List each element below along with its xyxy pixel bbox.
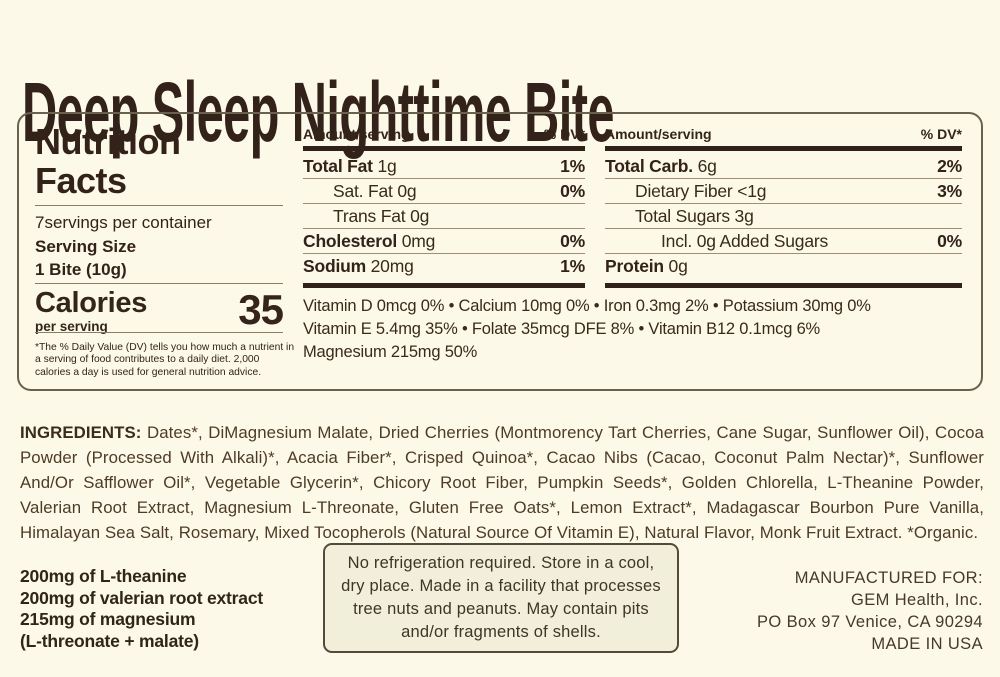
calories-value: 35: [238, 286, 284, 333]
nutrient-dv: 0%: [560, 180, 585, 201]
divider: [35, 332, 283, 333]
thick-bar: [605, 146, 962, 151]
fat-nutrients-table: Amount/serving % DV* Total Fat 1g 1% Sat…: [303, 126, 585, 288]
nutrient-dv: 0%: [937, 230, 962, 251]
ingredients-label: INGREDIENTS:: [20, 422, 142, 442]
manufacturer-info: MANUFACTURED FOR: GEM Health, Inc. PO Bo…: [757, 569, 983, 653]
nutrient-name: Protein: [605, 256, 664, 276]
amount-serving-header: Amount/serving: [303, 126, 410, 142]
calories-sub-label: per serving: [35, 319, 108, 334]
nutrient-amount: 1g: [372, 155, 397, 176]
servings-per-container: 7servings per container: [35, 213, 212, 232]
nutrient-row: Sat. Fat 0g 0%: [303, 179, 585, 204]
thick-bar: [303, 283, 585, 288]
divider: [35, 283, 283, 284]
nutrient-name: Total Carb.: [605, 155, 693, 176]
nutrient-name: Sodium: [303, 256, 366, 276]
amount-serving-header: Amount/serving: [605, 126, 712, 142]
nutrition-facts-heading: Nutrition Facts: [35, 121, 181, 201]
nutrient-name: Total Fat: [303, 155, 373, 176]
dv-header: % DV*: [920, 126, 962, 142]
daily-value-footnote: *The % Daily Value (DV) tells you how mu…: [35, 342, 295, 378]
nutrient-amount: Trans Fat 0g: [333, 205, 430, 226]
nutrient-dv: 3%: [937, 180, 962, 201]
storage-notice-text: No refrigeration required. Store in a co…: [341, 554, 661, 641]
nutrient-row: Total Sugars 3g: [605, 204, 962, 229]
nutrient-amount: 6g: [692, 155, 717, 176]
nutrient-row: Sodium 20mg 1%: [303, 254, 585, 279]
nutrient-amount: 0g: [663, 256, 688, 276]
nutrition-facts-panel: Nutrition Facts 7servings per container …: [17, 112, 983, 391]
nutrient-row: Protein 0g: [605, 254, 962, 279]
nutrient-dv: 2%: [937, 155, 962, 176]
nutrient-amount: Total Sugars 3g: [635, 205, 754, 226]
thick-bar: [605, 283, 962, 288]
nutrient-row: Incl. 0g Added Sugars 0%: [605, 229, 962, 254]
calories-label: Calories: [35, 287, 148, 319]
table-header: Amount/serving % DV*: [303, 126, 585, 142]
ingredients-paragraph: INGREDIENTS: Dates*, DiMagnesium Malate,…: [20, 420, 984, 545]
thick-bar: [303, 146, 585, 151]
nutrient-amount: 0mg: [397, 230, 436, 251]
serving-size-label: Serving Size: [35, 236, 137, 256]
divider: [35, 205, 283, 206]
carb-nutrients-table: Amount/serving % DV* Total Carb. 6g 2% D…: [605, 126, 962, 288]
nutrient-dv: 1%: [560, 155, 585, 176]
nutrient-amount: Incl. 0g Added Sugars: [661, 230, 829, 251]
nutrient-amount: Dietary Fiber <1g: [635, 180, 767, 201]
nutrient-row: Total Fat 1g 1%: [303, 154, 585, 179]
serving-info: 7servings per container Serving Size 1 B…: [35, 211, 212, 282]
nutrient-row: Dietary Fiber <1g 3%: [605, 179, 962, 204]
active-ingredient-highlights: 200mg of L-theanine 200mg of valerian ro…: [20, 566, 263, 652]
serving-size-value: 1 Bite (10g): [35, 260, 127, 279]
calories-row: Calories per serving 35: [35, 286, 284, 334]
nutrient-amount: 20mg: [365, 256, 414, 276]
nutrient-amount: Sat. Fat 0g: [333, 180, 417, 201]
nutrient-dv: 1%: [560, 256, 585, 276]
ingredients-text: Dates*, DiMagnesium Malate, Dried Cherri…: [20, 422, 984, 542]
nutrient-name: Cholesterol: [303, 230, 398, 251]
micronutrients-list: Vitamin D 0mcg 0% • Calcium 10mg 0% • Ir…: [303, 297, 871, 361]
nutrient-row: Trans Fat 0g: [303, 204, 585, 229]
nutrient-row: Cholesterol 0mg 0%: [303, 229, 585, 254]
nutrient-dv: 0%: [560, 230, 585, 251]
nutrient-row: Total Carb. 6g 2%: [605, 154, 962, 179]
table-header: Amount/serving % DV*: [605, 126, 962, 142]
storage-notice-box: No refrigeration required. Store in a co…: [323, 543, 679, 653]
dv-header: % DV*: [543, 126, 585, 142]
